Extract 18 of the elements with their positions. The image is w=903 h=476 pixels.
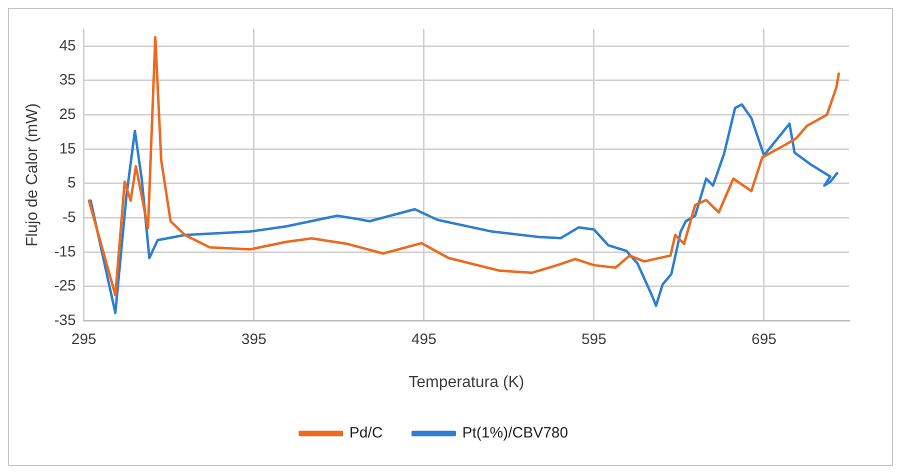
x-tick-label: 395 [241,330,266,348]
x-tick-label: 695 [751,330,776,348]
y-tick-label: 15 [59,140,76,158]
legend-label: Pt(1%)/CBV780 [462,424,568,442]
x-tick-label: 595 [581,330,606,348]
y-axis-title: Flujo de Calor (mW) [24,103,42,246]
x-tick-label: 295 [71,330,96,348]
y-tick-label: 5 [68,174,76,192]
x-tick-label: 495 [411,330,436,348]
y-tick-label: -15 [54,243,76,260]
legend-label: Pd/C [349,424,383,442]
y-tick-label: -5 [62,208,76,226]
y-tick-label: 35 [59,72,76,89]
y-tick-label: 45 [59,37,76,54]
y-tick-label: -35 [54,312,76,329]
y-tick-label: -25 [54,278,76,295]
y-tick-label: 25 [59,106,76,123]
x-axis-title: Temperatura (K) [408,374,524,391]
